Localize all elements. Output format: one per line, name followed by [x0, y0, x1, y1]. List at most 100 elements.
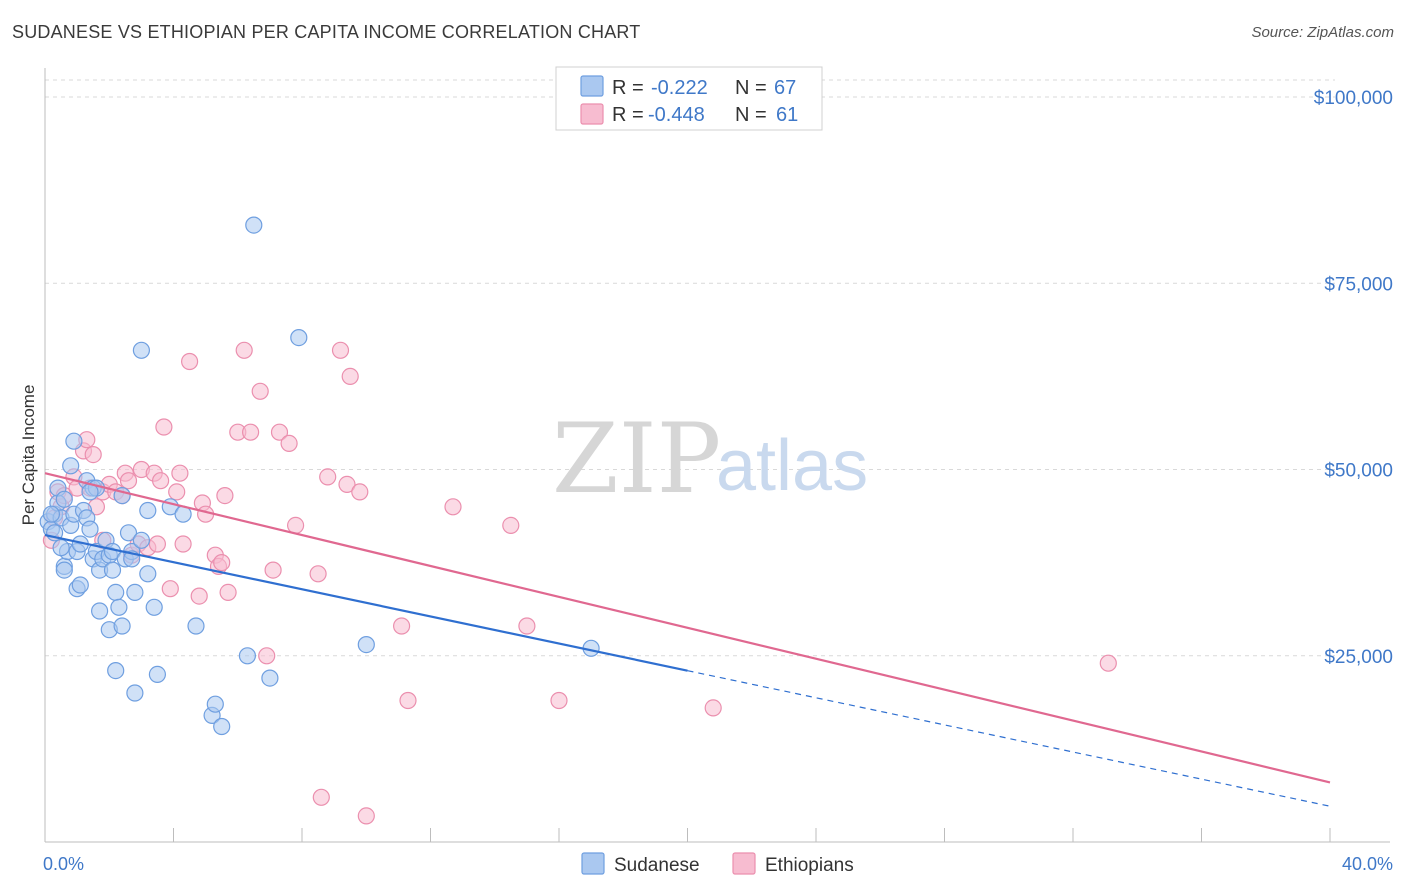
sudanese-point-34 — [107, 661, 125, 680]
bottom-legend-swatch-sudanese — [581, 852, 605, 875]
y-tick-label-0: $25,000 — [1324, 647, 1393, 668]
sudanese-point-65 — [42, 505, 61, 523]
ethiopians-point-62 — [550, 691, 568, 710]
source-credit: Source: ZipAtlas.com — [1251, 24, 1394, 41]
ethiopians-point-38 — [216, 487, 234, 505]
ethiopians-point-47 — [280, 434, 298, 452]
x-tick-labels: 0.0% 40.0% — [43, 854, 1393, 874]
sudanese-point-44 — [132, 531, 150, 549]
ethiopians-point-31 — [181, 352, 199, 371]
ethiopians-point-26 — [155, 418, 173, 436]
sudanese-point-11 — [65, 432, 83, 450]
sudanese-point-45 — [139, 501, 157, 520]
sudanese-point-31 — [103, 561, 122, 579]
ethiopians-trend-line — [44, 472, 1331, 784]
sudanese-point-36 — [113, 617, 131, 635]
bottom-legend-label-ethiopians: Ethiopians — [765, 855, 854, 876]
bottom-legend-label-sudanese: Sudanese — [614, 855, 700, 876]
sudanese-point-63 — [55, 490, 73, 508]
ethiopians-point-58 — [399, 691, 417, 710]
ethiopians-point-46 — [270, 423, 289, 441]
ethiopians-point-64 — [1099, 654, 1117, 672]
legend-r-value-ethiopians: -0.448 — [648, 104, 705, 126]
ethiopians-point-41 — [235, 341, 253, 359]
ethiopians-point-60 — [502, 516, 520, 535]
ethiopians-point-53 — [338, 475, 356, 493]
sudanese-point-33 — [107, 583, 125, 602]
ethiopians-point-28 — [168, 483, 186, 501]
ethiopians-point-51 — [319, 468, 337, 486]
sudanese-point-26 — [90, 602, 109, 620]
legend-r-value-sudanese: -0.222 — [651, 77, 708, 99]
sudanese-point-46 — [139, 565, 157, 583]
legend-n-label-1: N = — [735, 77, 767, 99]
ethiopians-point-55 — [351, 483, 369, 501]
sudanese-point-57 — [261, 669, 279, 687]
ethiopians-point-18 — [119, 472, 138, 490]
x-tick-label-min: 0.0% — [43, 854, 84, 874]
legend-swatch-ethiopians — [580, 103, 604, 125]
ethiopians-point-49 — [309, 565, 327, 583]
sudanese-point-47 — [145, 598, 163, 616]
legend-n-label-2: N = — [735, 104, 767, 126]
sudanese-point-48 — [148, 665, 166, 684]
ethiopians-point-48 — [287, 516, 305, 535]
watermark: ZIP atlas — [552, 403, 868, 515]
legend-swatch-sudanese — [580, 75, 604, 97]
sudanese-point-39 — [119, 524, 138, 542]
ethiopians-point-39 — [219, 583, 237, 602]
grid-layer — [45, 79, 1335, 657]
y-tick-label-3: $100,000 — [1314, 88, 1393, 109]
y-tick-label-2: $75,000 — [1324, 274, 1393, 295]
sudanese-point-59 — [132, 341, 150, 359]
ethiopians-point-59 — [444, 498, 462, 516]
ethiopians-point-30 — [174, 535, 192, 553]
bottom-legend-swatch-ethiopians — [732, 852, 756, 875]
ethiopians-point-44 — [258, 647, 276, 665]
sudanese-point-20 — [81, 520, 99, 538]
ethiopians-point-29 — [171, 464, 189, 482]
sudanese-point-10 — [62, 457, 80, 475]
trend-lines — [44, 472, 1331, 807]
sudanese-point-16 — [71, 576, 89, 594]
sudanese-point-58 — [290, 329, 308, 347]
ethiopians-point-37 — [213, 553, 231, 572]
ethiopians-point-45 — [264, 561, 282, 579]
ethiopians-point-57 — [393, 617, 411, 635]
sudanese-points — [39, 216, 600, 736]
ethiopians-point-25 — [152, 472, 170, 490]
sudanese-point-7 — [55, 561, 73, 579]
sudanese-point-43 — [126, 684, 144, 702]
ethiopians-point-32 — [190, 587, 208, 605]
y-tick-labels: $25,000 $50,000 $75,000 $100,000 — [1314, 88, 1393, 668]
ethiopians-point-50 — [312, 788, 330, 806]
ethiopians-point-43 — [251, 382, 269, 400]
y-tick-label-1: $50,000 — [1324, 461, 1393, 482]
ethiopians-point-10 — [84, 446, 102, 464]
legend-r-label-1: R = — [612, 77, 644, 99]
ethiopians-point-56 — [357, 807, 375, 825]
ethiopians-point-61 — [518, 617, 536, 635]
legend-n-value-ethiopians: 61 — [776, 104, 798, 126]
sudanese-trend-extension — [687, 670, 1331, 807]
ethiopians-point-63 — [704, 699, 722, 717]
sudanese-point-54 — [213, 717, 231, 736]
legend-n-value-sudanese: 67 — [774, 77, 796, 99]
sudanese-trend-line — [44, 533, 688, 672]
x-tick-label-max: 40.0% — [1342, 854, 1393, 874]
sudanese-point-66 — [52, 539, 70, 557]
ethiopians-point-42 — [242, 423, 260, 441]
watermark-atlas: atlas — [716, 426, 868, 506]
chart-title: SUDANESE VS ETHIOPIAN PER CAPITA INCOME … — [12, 22, 641, 42]
ethiopians-point-52 — [331, 341, 350, 359]
correlation-legend: R = -0.222 N = 67 R = -0.448 N = 61 — [555, 66, 823, 131]
watermark-zip: ZIP — [552, 403, 721, 515]
sudanese-point-60 — [357, 635, 375, 654]
sudanese-point-56 — [245, 216, 263, 234]
sudanese-point-53 — [206, 695, 224, 713]
sudanese-point-42 — [126, 583, 144, 602]
sudanese-point-35 — [110, 598, 128, 616]
legend-r-label-2: R = — [612, 104, 644, 126]
ethiopians-point-27 — [161, 580, 179, 598]
